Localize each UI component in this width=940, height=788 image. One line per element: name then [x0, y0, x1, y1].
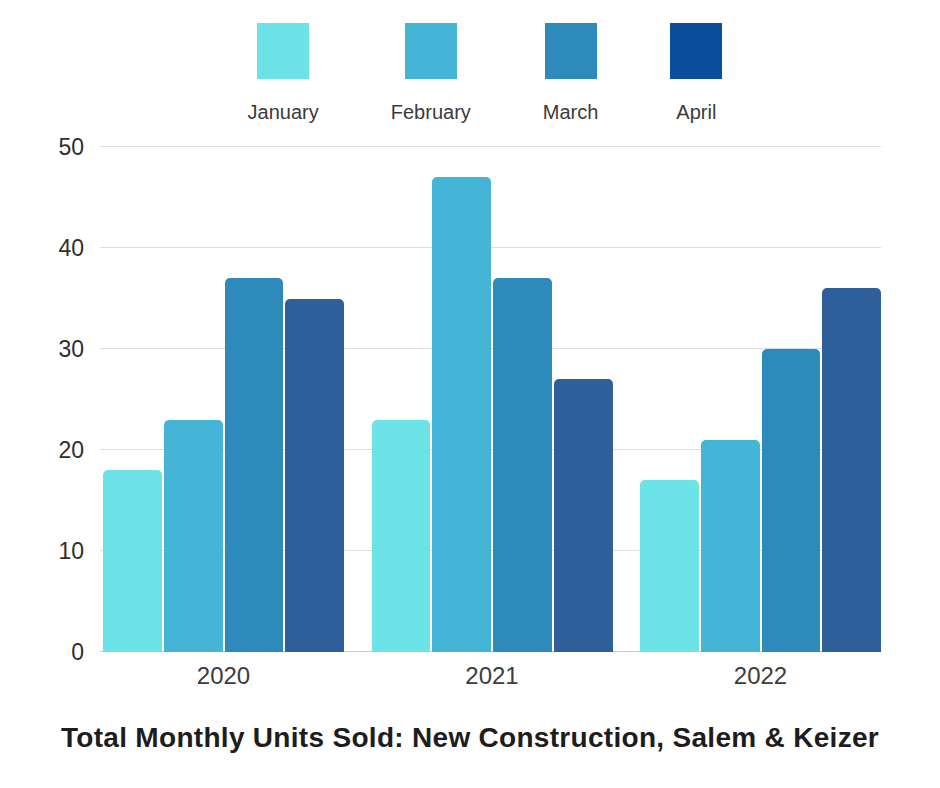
legend-swatch-january — [257, 23, 309, 79]
bar-april-2020 — [285, 299, 344, 653]
legend-item-march: March — [543, 23, 599, 124]
y-tick-label-30: 30 — [0, 334, 84, 364]
legend-item-january: January — [248, 23, 319, 124]
bar-march-2022 — [762, 349, 821, 652]
bar-january-2020 — [103, 470, 162, 652]
bar-april-2022 — [822, 288, 881, 652]
bar-february-2022 — [701, 440, 760, 652]
bar-groups: 202020212022 — [100, 147, 881, 652]
x-tick-label-2021: 2021 — [372, 662, 613, 690]
bar-group-2021: 2021 — [372, 147, 613, 652]
legend-label: February — [391, 101, 471, 124]
chart-title: Total Monthly Units Sold: New Constructi… — [0, 722, 940, 754]
bar-group-2020: 2020 — [103, 147, 344, 652]
bar-february-2020 — [164, 420, 223, 652]
legend-swatch-march — [545, 23, 597, 79]
y-tick-label-0: 0 — [0, 637, 84, 667]
bar-march-2020 — [225, 278, 284, 652]
bar-january-2021 — [372, 420, 431, 652]
bar-april-2021 — [554, 379, 613, 652]
x-tick-label-2022: 2022 — [640, 662, 881, 690]
chart-legend: January February March April — [30, 23, 940, 124]
y-tick-label-50: 50 — [0, 132, 84, 162]
bar-february-2021 — [432, 177, 491, 652]
legend-label: January — [248, 101, 319, 124]
bar-march-2021 — [493, 278, 552, 652]
bar-january-2022 — [640, 480, 699, 652]
bar-group-2022: 2022 — [640, 147, 881, 652]
chart-canvas: January February March April 0 10 20 30 40 50 20… — [0, 0, 940, 788]
y-tick-label-20: 20 — [0, 435, 84, 465]
legend-item-april: April — [670, 23, 722, 124]
x-tick-label-2020: 2020 — [103, 662, 344, 690]
legend-swatch-april — [670, 23, 722, 79]
legend-item-february: February — [391, 23, 471, 124]
legend-label: March — [543, 101, 599, 124]
y-tick-label-40: 40 — [0, 233, 84, 263]
y-tick-label-10: 10 — [0, 536, 84, 566]
legend-label: April — [676, 101, 716, 124]
plot-area: 202020212022 — [100, 147, 881, 652]
legend-swatch-february — [405, 23, 457, 79]
